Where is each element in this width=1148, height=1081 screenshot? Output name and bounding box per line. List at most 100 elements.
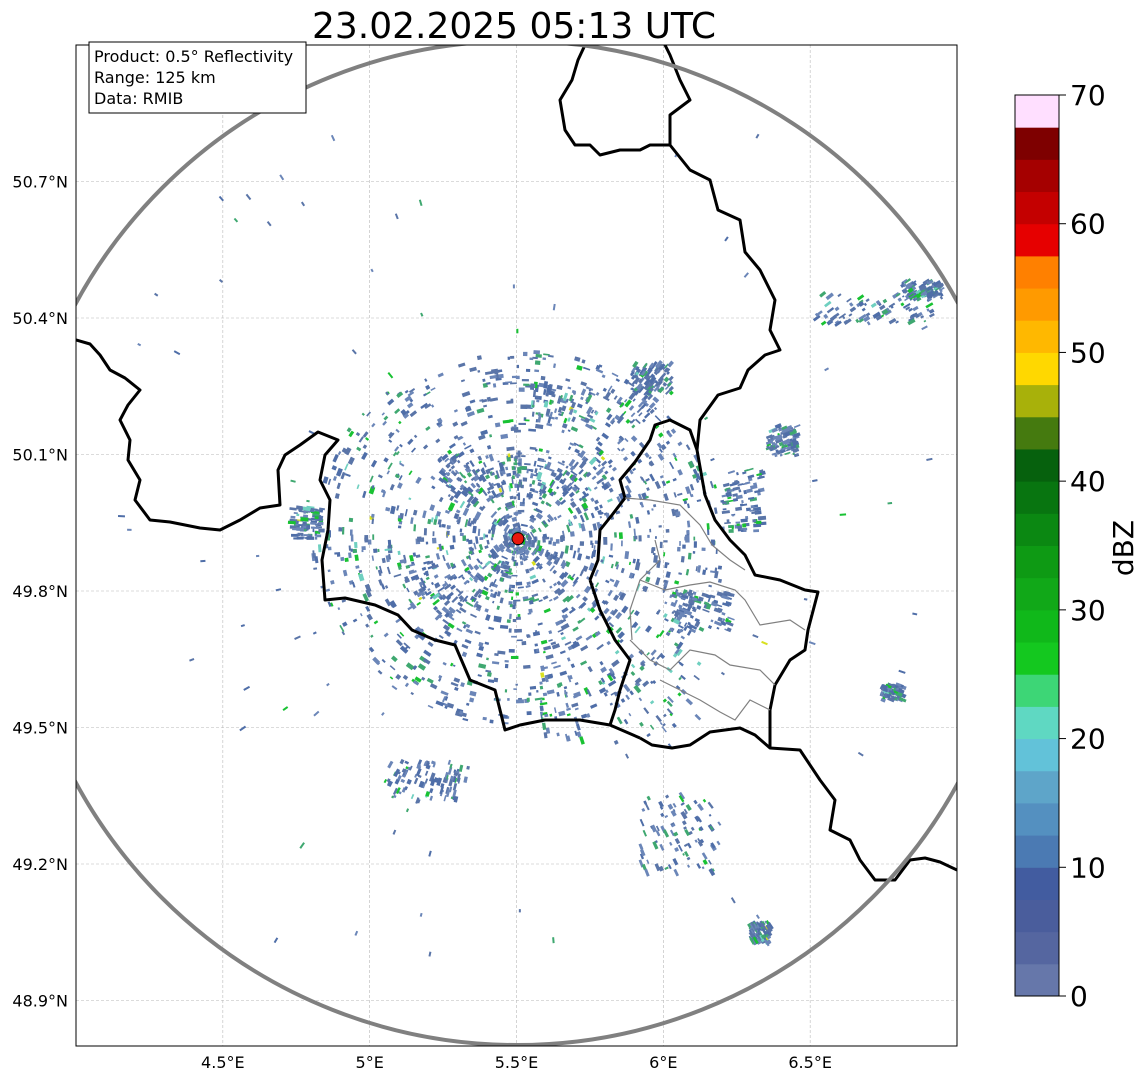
echo-cell	[565, 398, 569, 403]
colorbar-segment	[1015, 963, 1059, 997]
echo-cell	[515, 592, 519, 596]
echo-cell	[543, 400, 549, 408]
echo-cell	[658, 525, 662, 528]
echo-cell	[550, 471, 557, 478]
colorbar-tick-label: 40	[1070, 465, 1106, 498]
echo-cell	[445, 562, 452, 570]
echo-cell	[467, 517, 472, 525]
echo-cell	[888, 696, 895, 701]
echo-cell	[530, 514, 535, 520]
echo-cell	[392, 787, 398, 795]
echo-cell	[478, 549, 483, 554]
echo-cell	[423, 560, 430, 565]
echo-cell	[377, 669, 383, 675]
echo-cell	[661, 480, 667, 487]
echo-cell	[531, 598, 540, 603]
echo-cell	[306, 536, 315, 540]
echo-cell	[757, 492, 761, 496]
echo-cell	[447, 759, 451, 765]
echo-cell	[466, 495, 475, 504]
echo-cell	[686, 842, 692, 849]
echo-cell	[534, 448, 538, 452]
echo-cell	[602, 484, 610, 491]
echo-cell	[407, 391, 415, 397]
echo-cell	[701, 547, 706, 551]
echo-cell	[506, 456, 511, 462]
echo-cell	[512, 604, 516, 610]
echo-cell	[535, 423, 544, 430]
echo-cell	[647, 394, 654, 401]
echo-cell	[330, 602, 334, 607]
echo-cell	[404, 395, 412, 403]
echo-cell	[680, 556, 685, 563]
echo-cell	[531, 578, 539, 585]
echo-cell	[466, 765, 470, 770]
echo-cell	[615, 564, 620, 570]
echo-cell	[449, 495, 455, 502]
echo-cell	[438, 674, 443, 679]
echo-cell	[610, 691, 617, 696]
echo-cell	[663, 613, 668, 619]
echo-cell	[863, 302, 867, 307]
echo-cell	[567, 446, 572, 451]
echo-cell	[789, 438, 793, 442]
echo-cell	[453, 489, 462, 499]
echo-cell	[555, 539, 560, 544]
echo-cell	[551, 661, 557, 665]
echo-cell	[405, 564, 411, 569]
echo-cell	[578, 444, 584, 449]
echo-cell	[496, 506, 502, 511]
echo-cell	[701, 852, 708, 860]
echo-cell	[613, 739, 619, 745]
echo-cell	[454, 469, 460, 475]
echo-cell	[680, 635, 685, 640]
echo-cell	[884, 683, 892, 690]
echo-cell	[685, 698, 694, 706]
echo-cell	[477, 528, 481, 537]
echo-cell	[676, 648, 683, 657]
echo-cell	[635, 382, 643, 391]
echo-cell	[725, 491, 732, 496]
echo-cell	[461, 621, 467, 625]
lon-tick-label: 4.5°E	[201, 1053, 245, 1072]
echo-cell	[428, 850, 432, 857]
echo-cell	[460, 420, 468, 427]
echo-cell	[427, 518, 432, 525]
echo-cell	[812, 314, 821, 322]
echo-cell	[713, 620, 722, 627]
echo-cell	[302, 506, 311, 512]
echo-cell	[627, 381, 635, 387]
echo-cell	[753, 529, 760, 533]
echo-cell	[579, 570, 584, 577]
echo-cell	[534, 468, 538, 474]
echo-cell	[154, 292, 159, 297]
echo-cell	[574, 681, 579, 686]
border-belgium-luxembourg-germany	[639, 726, 957, 882]
echo-cell	[580, 388, 587, 396]
echo-cell	[463, 480, 468, 484]
echo-cell	[691, 596, 698, 602]
echo-cell	[327, 546, 332, 551]
echo-cell	[410, 691, 414, 696]
echo-cell	[567, 417, 571, 422]
echo-cell	[663, 552, 666, 557]
echo-cell	[768, 921, 774, 929]
echo-cell	[703, 601, 710, 606]
echo-cell	[313, 710, 320, 717]
echo-cell	[756, 472, 762, 477]
colorbar-segment	[1015, 159, 1059, 193]
echo-cell	[670, 617, 675, 623]
echo-cell	[684, 851, 689, 858]
echo-cell	[646, 487, 650, 492]
echo-cell	[489, 397, 499, 402]
echo-cell	[282, 706, 289, 712]
echo-cell	[575, 593, 581, 599]
echo-cell	[473, 579, 478, 584]
echo-cell	[767, 438, 771, 443]
echo-cell	[506, 446, 515, 452]
echo-cell	[478, 543, 484, 551]
echo-cell	[534, 643, 538, 647]
echo-cell	[464, 467, 470, 473]
echo-cell	[401, 768, 407, 774]
echo-cell	[573, 691, 582, 698]
